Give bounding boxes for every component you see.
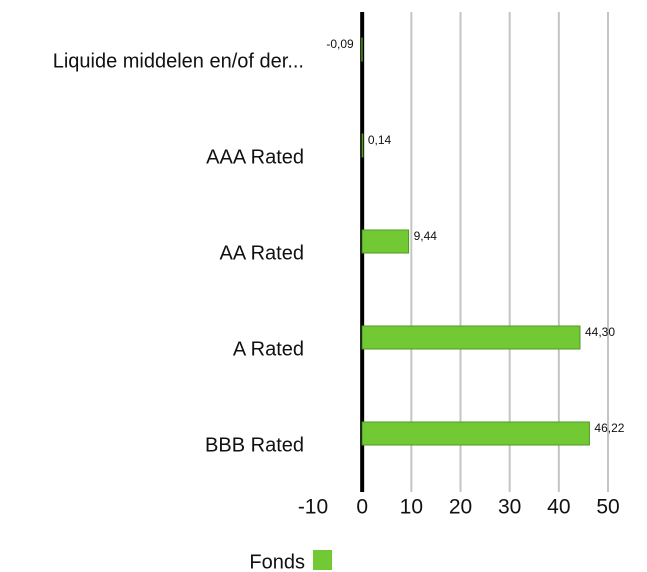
y-tick-label: AAA Rated [206,146,304,168]
x-tick-label: 20 [449,496,472,519]
x-tick-label: 40 [547,496,570,519]
value-label: 0,14 [368,133,392,147]
x-tick-label: 10 [400,496,423,519]
x-tick-label: 0 [356,496,368,519]
y-tick-label: AA Rated [219,242,304,264]
legend-swatch [313,550,332,570]
value-label: -0,09 [326,37,354,51]
x-tick-label: 30 [498,496,521,519]
y-tick-label: A Rated [233,338,304,360]
bar [361,325,581,350]
legend-label: Fonds [249,551,305,572]
bar [361,133,364,158]
y-tick-label: BBB Rated [205,434,304,456]
x-tick-label: 50 [596,496,619,519]
value-label: 44,30 [585,325,615,339]
value-label: 9,44 [414,229,438,243]
bar [361,229,410,254]
value-label: 46,22 [594,421,624,435]
bar [361,421,590,446]
y-tick-label: Liquide middelen en/of der... [53,50,304,72]
x-tick-label: -10 [298,496,328,519]
